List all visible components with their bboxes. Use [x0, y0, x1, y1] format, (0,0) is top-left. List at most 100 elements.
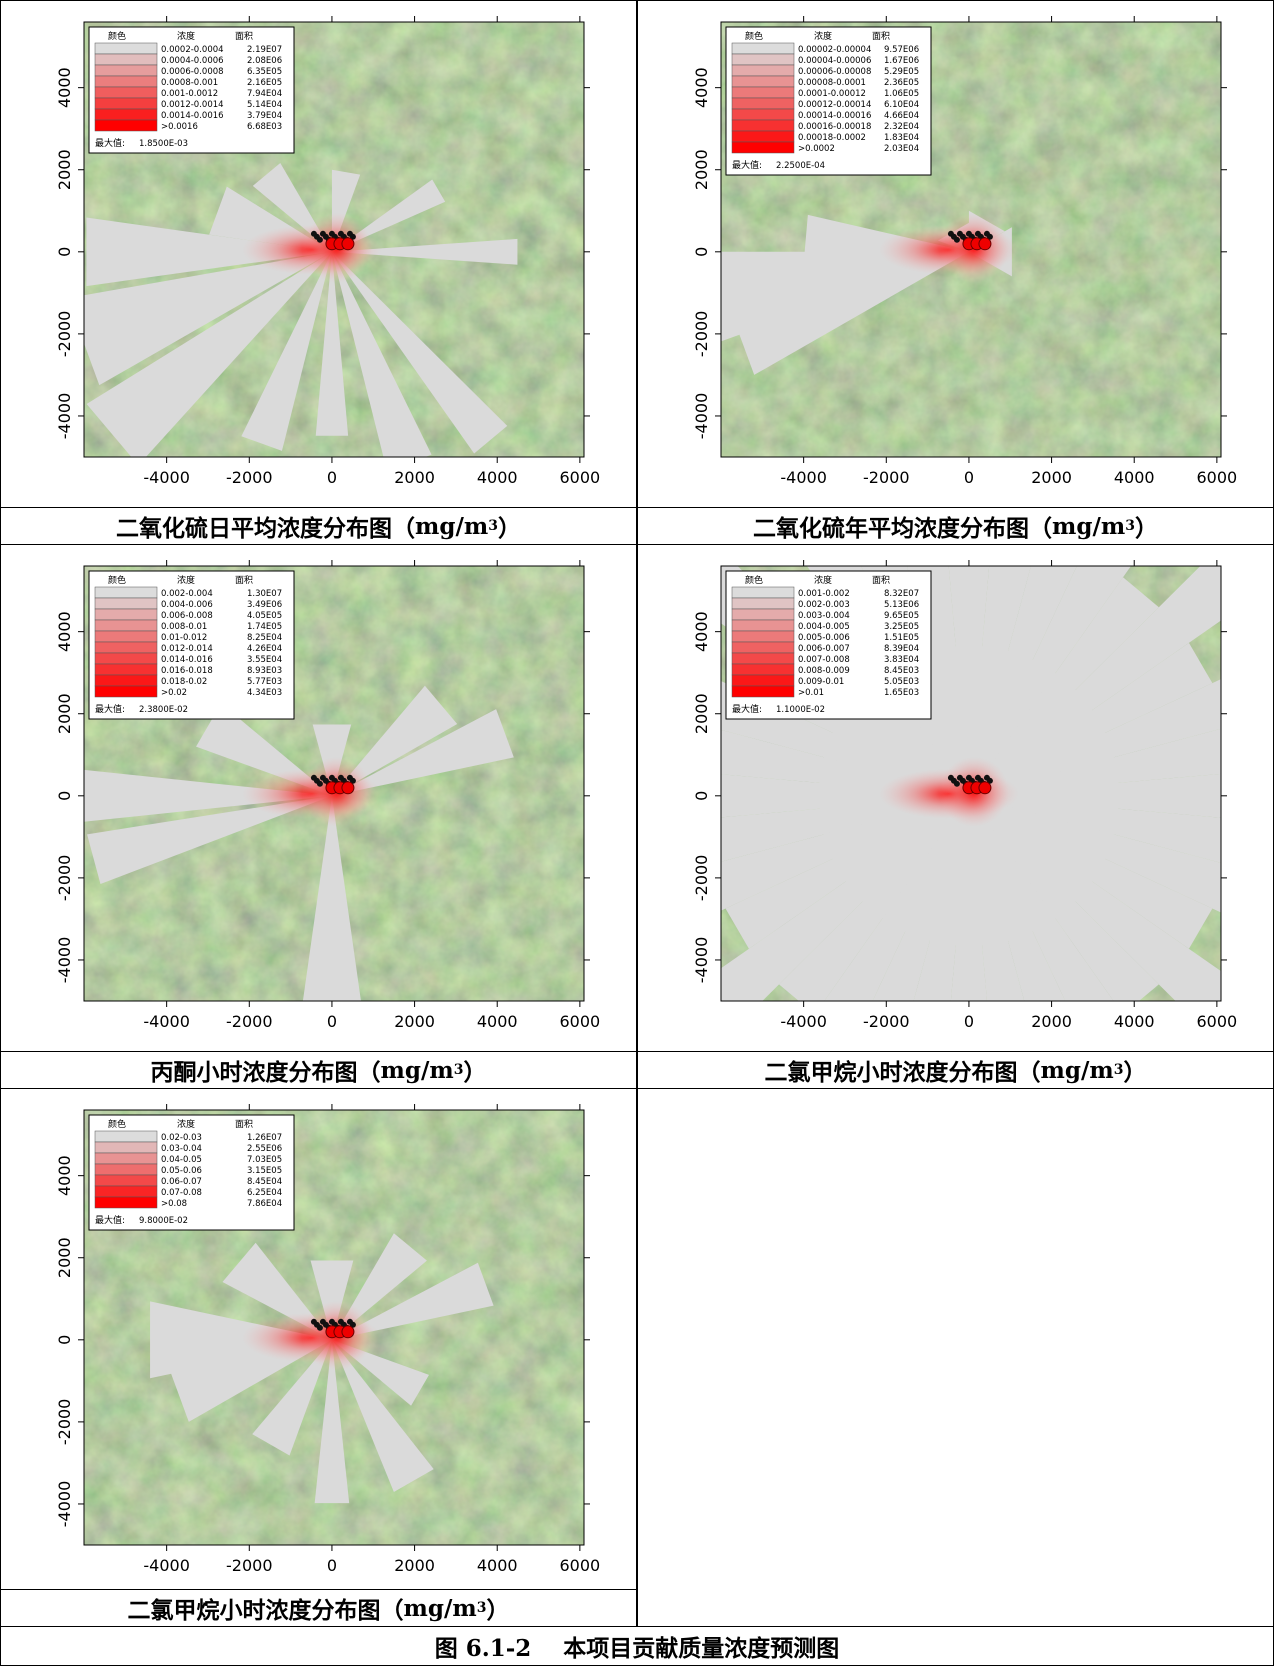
x-tick-label: 0 [964, 468, 974, 487]
legend-area: 2.32E04 [884, 122, 919, 132]
x-tick-label: 0 [327, 468, 337, 487]
map-panel: -4000-20000200040006000-4000-20000200040… [1, 1089, 636, 1589]
y-tick-label: 2000 [55, 693, 74, 734]
legend-swatch [732, 664, 794, 675]
legend-area: 3.25E05 [884, 622, 919, 632]
legend-swatch [732, 87, 794, 98]
legend-area: 1.67E06 [884, 56, 919, 66]
legend-range: 0.006-0.008 [161, 611, 213, 621]
legend-range: 0.016-0.018 [161, 666, 213, 676]
plot-area: -4000-20000200040006000-4000-20000200040… [55, 560, 600, 1040]
legend-area: 1.30E07 [247, 589, 282, 599]
x-tick-label: 2000 [394, 1012, 435, 1031]
legend-area: 5.05E03 [884, 677, 919, 687]
legend-header: 浓度 [814, 574, 832, 586]
x-tick-label: -2000 [226, 1012, 272, 1031]
y-tick-label: -4000 [55, 937, 74, 984]
legend-range: 0.00006-0.00008 [798, 67, 871, 77]
legend-swatch [95, 98, 157, 109]
x-tick-label: 4000 [477, 1012, 518, 1031]
legend-area: 3.15E05 [247, 1166, 282, 1176]
legend-swatch [732, 131, 794, 142]
x-tick-label: -2000 [226, 468, 272, 487]
legend-area: 7.94E04 [247, 89, 282, 99]
x-tick-label: 4000 [477, 1556, 518, 1575]
source-point [317, 237, 323, 243]
y-tick-label: 2000 [692, 693, 711, 734]
max-value: 1.8500E-03 [139, 139, 188, 149]
legend-swatch [95, 120, 157, 131]
max-value: 2.3800E-02 [139, 705, 188, 715]
legend-area: 3.55E04 [247, 655, 282, 665]
page: 图 6.1-2 本项目贡献质量浓度预测图 -4000 -2000 0 2000 4000… [0, 0, 1274, 1673]
legend-header: 浓度 [177, 30, 195, 42]
caption-unit: mg/m [404, 1595, 477, 1622]
source-point [979, 782, 991, 794]
legend-area: 5.29E05 [884, 67, 919, 77]
legend-area: 5.14E04 [247, 100, 282, 110]
legend-range: 0.005-0.006 [798, 633, 850, 643]
legend-swatch [95, 109, 157, 120]
legend-range: 0.00018-0.0002 [798, 133, 866, 143]
panel-cell: -4000-20000200040006000-4000-20000200040… [637, 0, 1274, 508]
legend-range: 0.018-0.02 [161, 677, 207, 687]
legend-area: 4.26E04 [247, 644, 282, 654]
legend-range: 0.00016-0.00018 [798, 122, 871, 132]
legend-area: 3.79E04 [247, 111, 282, 121]
x-tick-label: 0 [327, 1556, 337, 1575]
legend-range: >0.02 [161, 688, 187, 698]
legend-area: 2.08E06 [247, 56, 282, 66]
legend-range: 0.001-0.002 [798, 589, 850, 599]
legend-range: 0.0008-0.001 [161, 78, 218, 88]
max-value: 2.2500E-04 [776, 161, 825, 171]
x-tick-label: -4000 [780, 1012, 827, 1031]
legend-range: 0.04-0.05 [161, 1155, 202, 1165]
legend-range: 0.00008-0.0001 [798, 78, 866, 88]
legend-header: 面积 [235, 574, 253, 586]
max-label: 最大值: [95, 1214, 125, 1226]
legend-range: 0.05-0.06 [161, 1166, 202, 1176]
max-value: 1.1000E-02 [776, 705, 825, 715]
max-value: 9.8000E-02 [139, 1216, 188, 1226]
legend-range: >0.0002 [798, 144, 835, 154]
y-tick-label: -4000 [55, 393, 74, 440]
y-tick-label: -2000 [692, 855, 711, 902]
legend-header: 浓度 [814, 30, 832, 42]
legend-range: 0.007-0.008 [798, 655, 850, 665]
legend-swatch [95, 1131, 157, 1142]
legend-area: 8.39E04 [884, 644, 919, 654]
legend-swatch [732, 54, 794, 65]
y-tick-label: -2000 [55, 311, 74, 358]
legend-swatch [732, 620, 794, 631]
legend-swatch [732, 642, 794, 653]
legend-range: 0.0012-0.0014 [161, 100, 224, 110]
caption-unit: mg/m [415, 513, 488, 540]
figure-caption: 图 6.1-2 本项目贡献质量浓度预测图 [0, 1626, 1274, 1666]
figure-number: 图 6.1-2 [435, 1629, 532, 1663]
panel-caption: 二氯甲烷小时浓度分布图（mg/m3） [0, 1589, 637, 1627]
x-tick-label: -2000 [863, 468, 910, 487]
legend-swatch [732, 587, 794, 598]
legend-swatch [95, 1142, 157, 1153]
panel-cell: -4000-20000200040006000-4000-20000200040… [0, 0, 637, 508]
legend-swatch [732, 686, 794, 697]
legend-swatch [732, 598, 794, 609]
legend-swatch [732, 142, 794, 153]
legend-range: 0.00012-0.00014 [798, 100, 871, 110]
legend-area: 9.57E06 [884, 45, 919, 55]
caption-suffix: ） [463, 1053, 486, 1087]
legend-swatch [95, 54, 157, 65]
legend-range: 0.009-0.01 [798, 677, 844, 687]
legend-range: >0.01 [798, 688, 824, 698]
legend: 颜色浓度面积0.00002-0.000049.57E060.00004-0.00… [726, 27, 931, 175]
legend-swatch [95, 1186, 157, 1197]
y-tick-label: 0 [692, 791, 711, 801]
legend-header: 面积 [872, 30, 890, 42]
legend: 颜色浓度面积0.0002-0.00042.19E070.0004-0.00062… [89, 27, 294, 153]
legend-area: 4.66E04 [884, 111, 919, 121]
caption-exp: 3 [454, 1062, 464, 1078]
legend-area: 7.03E05 [247, 1155, 282, 1165]
